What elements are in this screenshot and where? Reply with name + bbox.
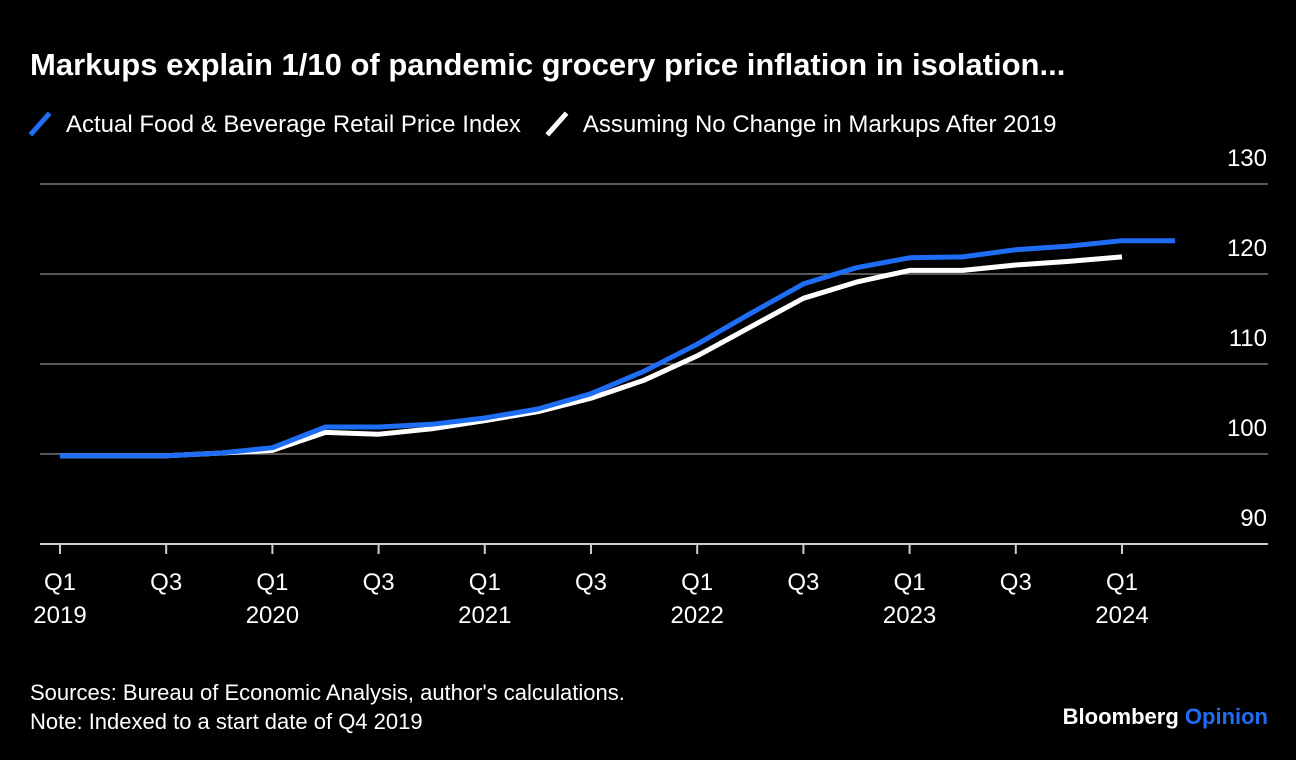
brand: Bloomberg Opinion	[1063, 704, 1268, 729]
y-tick-label: 110	[1229, 325, 1267, 352]
brand-sub: Opinion	[1185, 704, 1268, 729]
series-line	[60, 238, 1176, 459]
x-tick-label: Q3	[574, 569, 607, 596]
x-tick-label: Q1 2023	[882, 569, 937, 629]
sources: Sources: Bureau of Economic Analysis, au…	[30, 680, 625, 705]
x-tick-label: Q1 2020	[245, 569, 300, 629]
y-tick-label: 130	[1227, 145, 1267, 172]
brand-name: Bloomberg	[1063, 704, 1179, 729]
legend-swatch	[28, 111, 52, 137]
legend-label: Assuming No Change in Markups After 2019	[583, 111, 1057, 138]
series-line	[60, 254, 1123, 459]
y-tick-label: 90	[1240, 505, 1267, 532]
y-tick-label: 100	[1227, 415, 1267, 442]
x-tick-label: Q3	[150, 569, 183, 596]
legend-label: Actual Food & Beverage Retail Price Inde…	[66, 111, 521, 138]
legend-swatch	[545, 111, 569, 137]
x-tick-label: Q3	[787, 569, 820, 596]
x-tick-label: Q1 2024	[1095, 569, 1149, 629]
x-tick-label: Q1 2021	[458, 569, 512, 629]
chart-title: Markups explain 1/10 of pandemic grocery…	[30, 47, 1065, 82]
x-tick-label: Q3	[362, 569, 395, 596]
x-tick-label: Q1 2022	[670, 569, 724, 629]
y-tick-label: 120	[1227, 235, 1267, 262]
note: Note: Indexed to a start date of Q4 2019	[30, 709, 423, 734]
x-tick-label: Q1 2019	[33, 569, 87, 629]
x-tick-label: Q3	[999, 569, 1032, 596]
